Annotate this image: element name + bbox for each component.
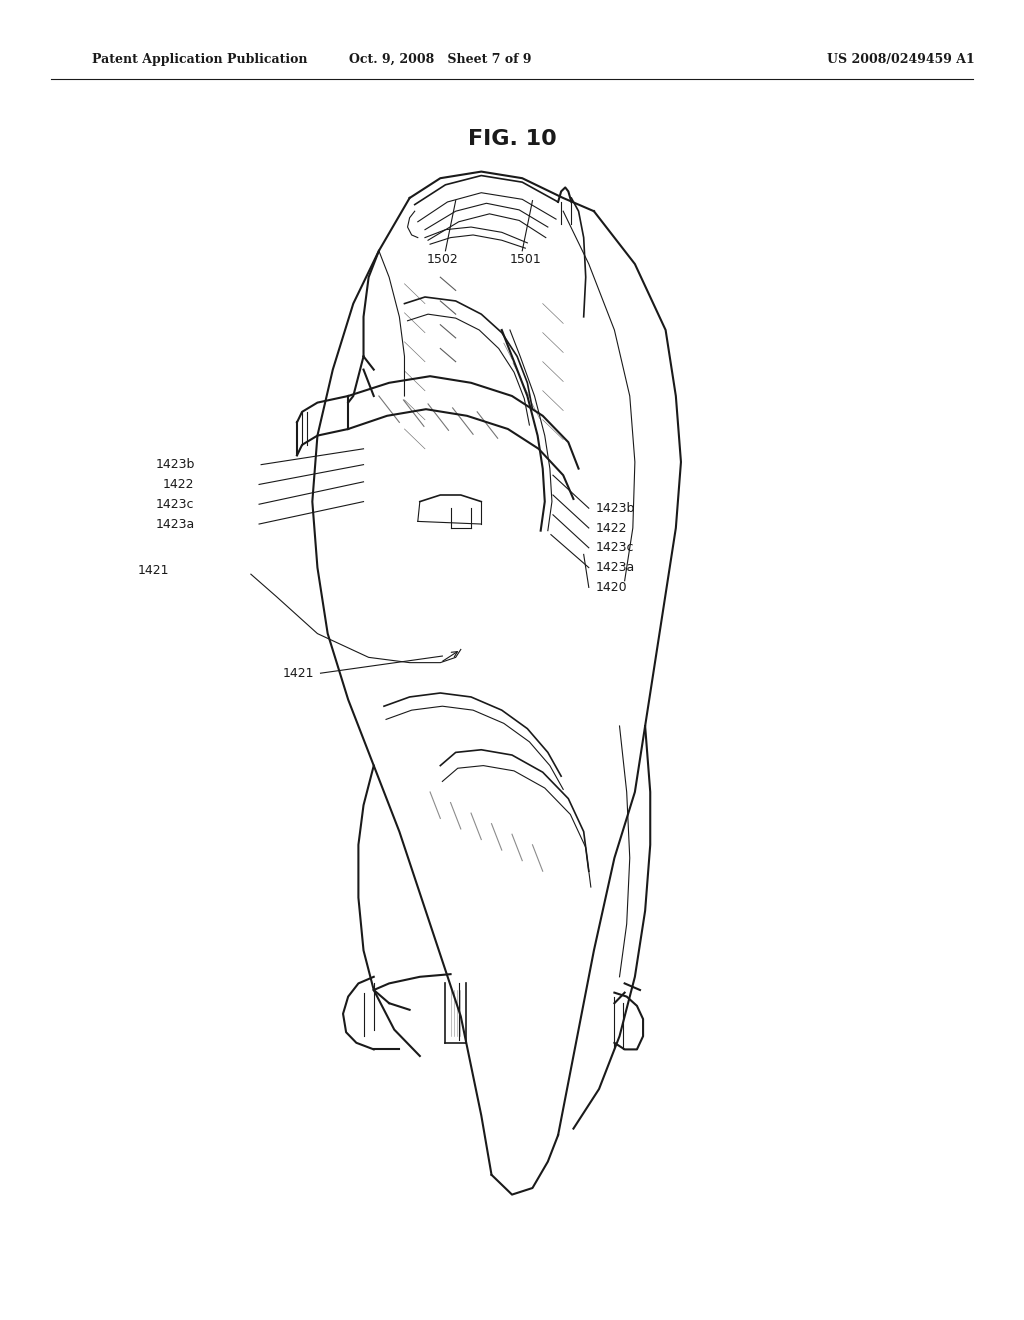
Text: 1420: 1420 (596, 581, 628, 594)
Text: Patent Application Publication: Patent Application Publication (92, 53, 307, 66)
Text: 1423c: 1423c (156, 498, 195, 511)
Text: Oct. 9, 2008   Sheet 7 of 9: Oct. 9, 2008 Sheet 7 of 9 (349, 53, 531, 66)
Text: 1423b: 1423b (596, 502, 635, 515)
Text: 1501: 1501 (509, 253, 542, 267)
Text: 1502: 1502 (426, 253, 459, 267)
Text: 1422: 1422 (596, 521, 628, 535)
Text: 1423a: 1423a (156, 517, 195, 531)
Text: FIG. 10: FIG. 10 (468, 128, 556, 149)
Text: 1423c: 1423c (596, 541, 635, 554)
Text: US 2008/0249459 A1: US 2008/0249459 A1 (827, 53, 975, 66)
Text: 1421: 1421 (283, 667, 314, 680)
Text: 1422: 1422 (163, 478, 195, 491)
Text: 1421: 1421 (137, 564, 169, 577)
Text: 1423b: 1423b (156, 458, 195, 471)
Text: 1423a: 1423a (596, 561, 635, 574)
